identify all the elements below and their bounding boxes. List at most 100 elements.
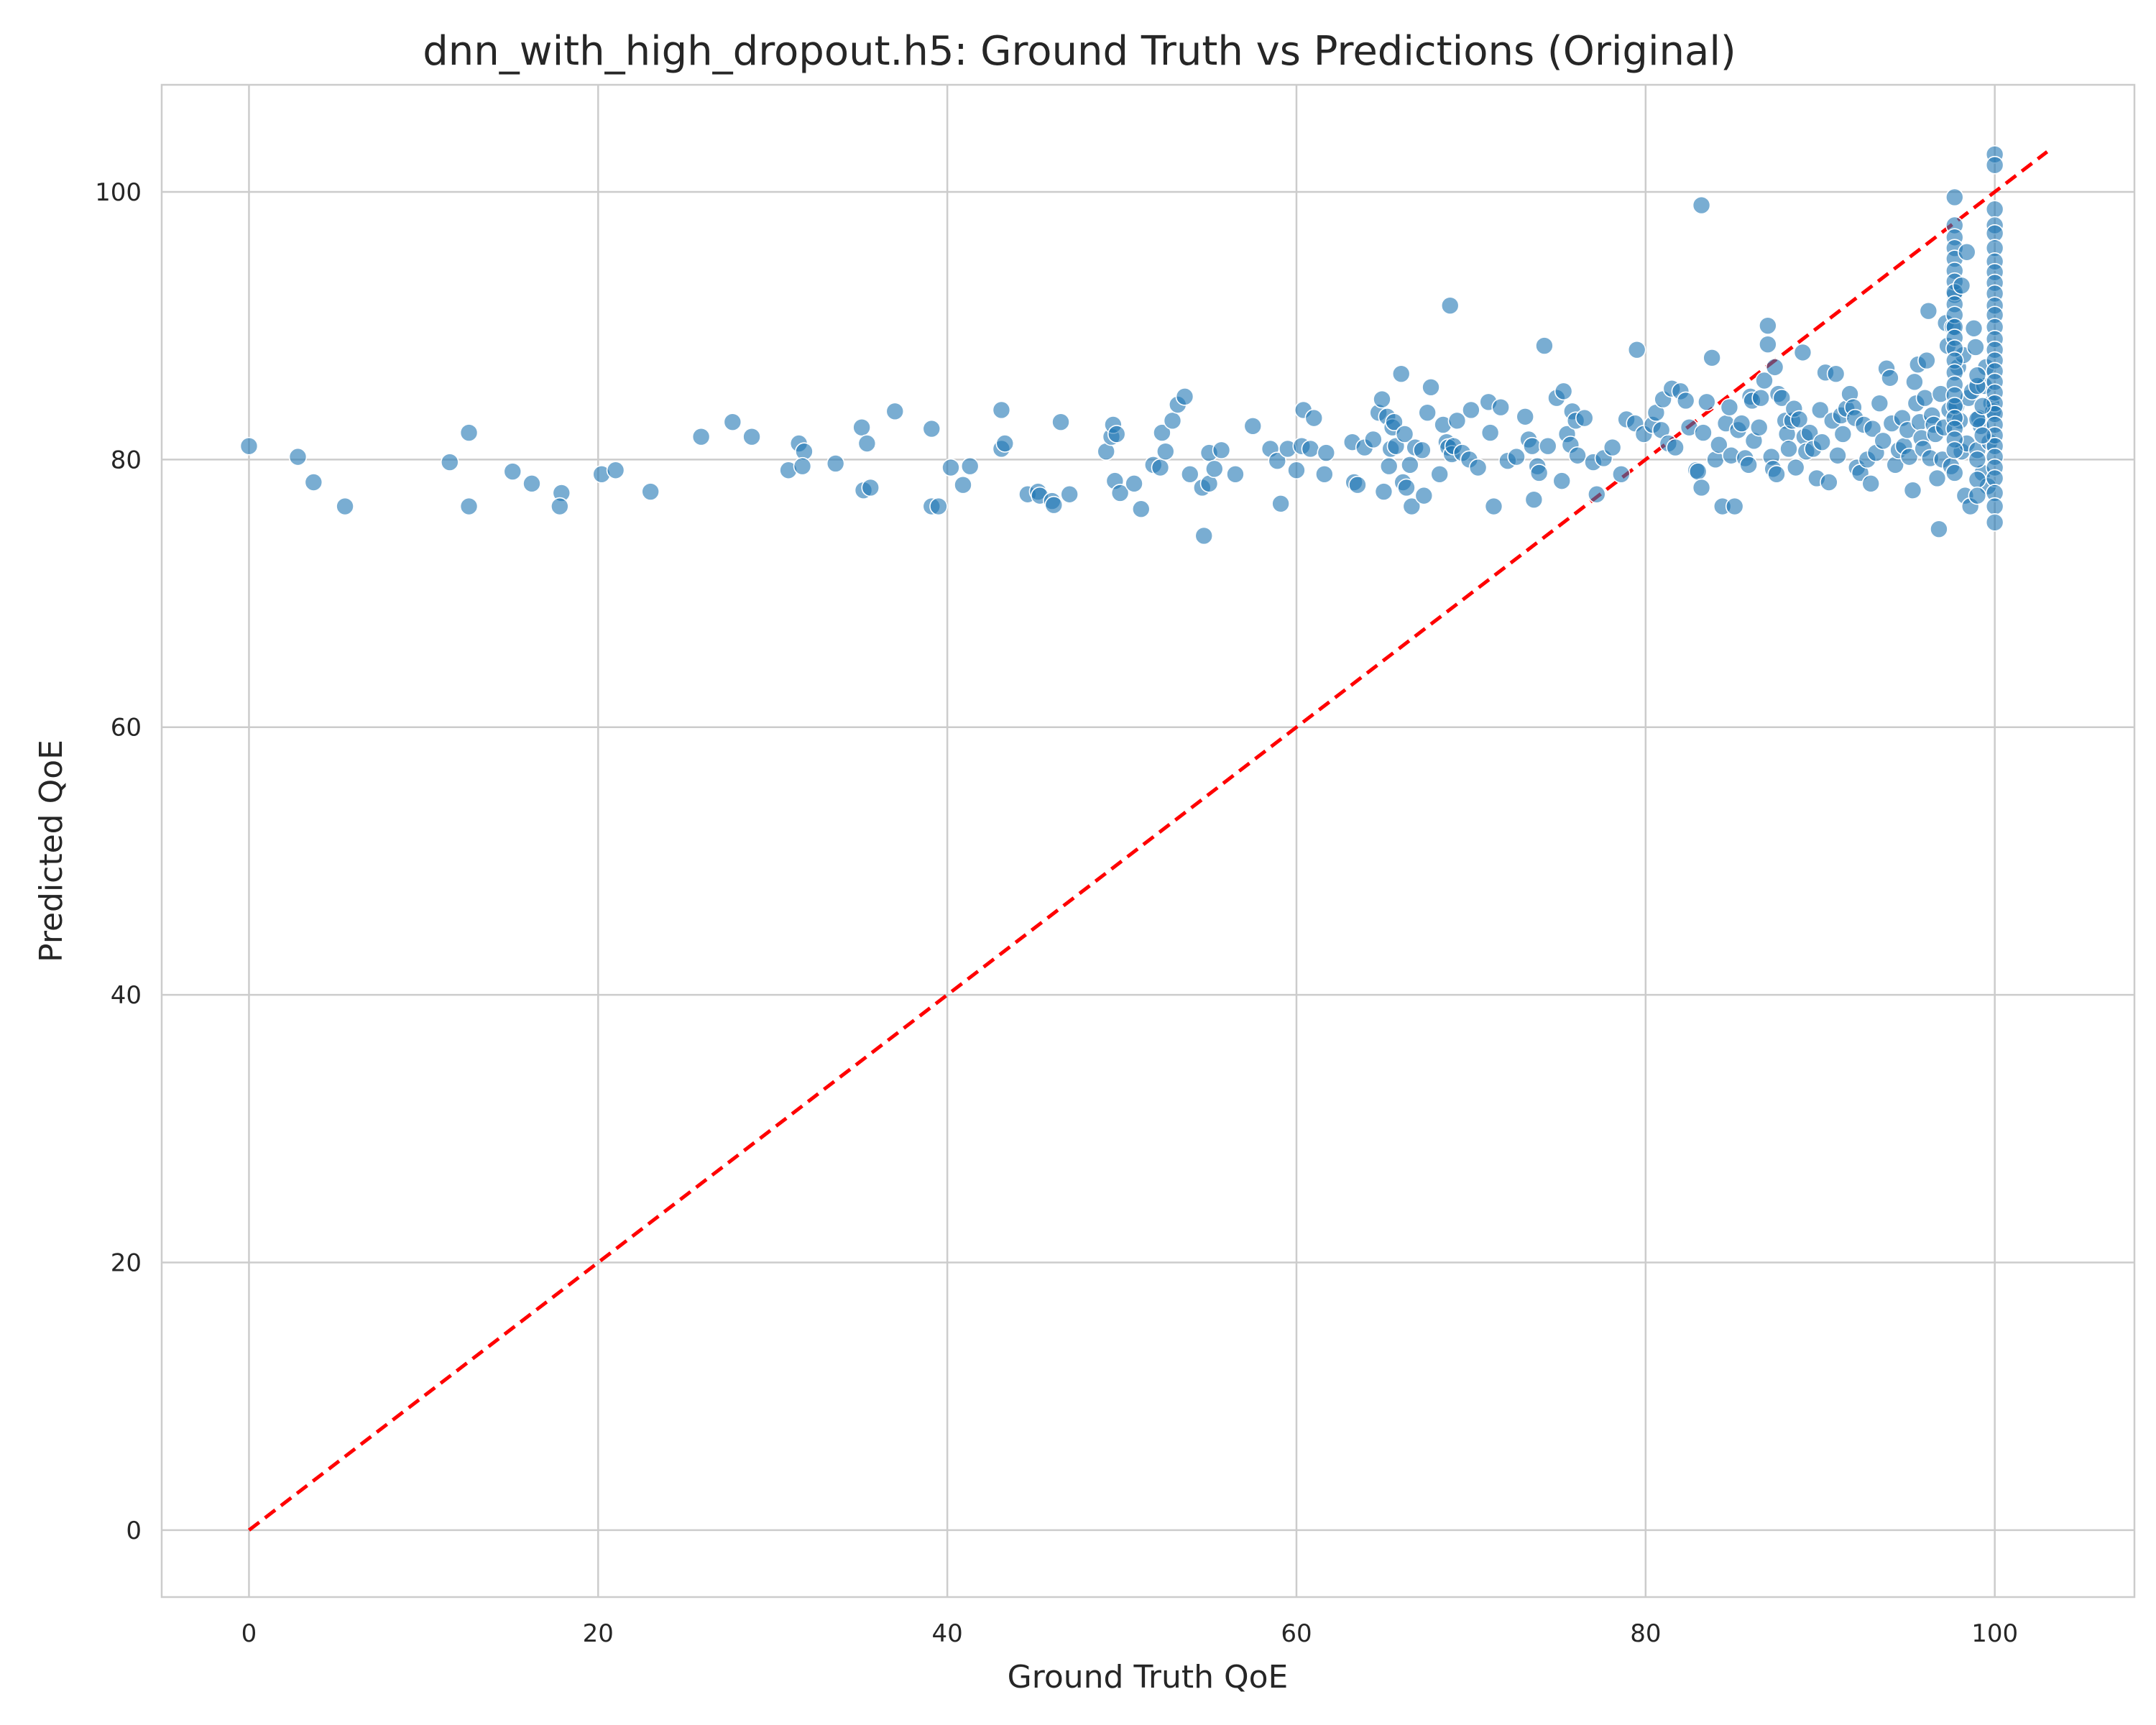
scatter-point (1575, 408, 1594, 428)
scatter-point (1507, 447, 1526, 466)
scatter-point (954, 475, 972, 494)
scatter-point (1413, 441, 1432, 460)
y-tick-label: 20 (111, 1249, 142, 1278)
identity-reference-line (247, 150, 2049, 1532)
x-tick-label: 20 (583, 1619, 614, 1648)
scatter-point (441, 453, 459, 472)
scatter-point (641, 482, 660, 501)
scatter-point (1919, 301, 1938, 321)
scatter-point (1676, 391, 1695, 410)
scatter-point (1212, 441, 1231, 460)
y-tick-label: 100 (95, 178, 142, 207)
scatter-point (885, 402, 905, 421)
scatter-point (1759, 316, 1777, 335)
scatter-point (1692, 478, 1711, 497)
scatter-point (1915, 388, 1935, 408)
data-points (239, 145, 2004, 546)
scatter-point (1422, 377, 1440, 397)
scatter-point (1287, 461, 1306, 480)
scatter-point (1968, 486, 1987, 505)
scatter-point (1973, 397, 1992, 415)
scatter-point (1820, 473, 1838, 492)
scatter-point (1414, 486, 1434, 505)
y-tick-label: 0 (126, 1517, 142, 1545)
scatter-point (1151, 458, 1170, 477)
scatter-point (1402, 497, 1422, 516)
scatter-point (1268, 451, 1287, 471)
scatter-point (1964, 319, 1984, 338)
scatter-point (1945, 188, 1964, 207)
scatter-point (1554, 382, 1573, 401)
scatter-point (1810, 400, 1830, 420)
scatter-point (1131, 500, 1151, 519)
scatter-point (1379, 456, 1399, 476)
scatter-point (1930, 520, 1948, 538)
scatter-point (1903, 481, 1922, 500)
scatter-point (1899, 447, 1919, 466)
scatter-point (1125, 474, 1143, 493)
scatter-point (503, 462, 522, 481)
scatter-point (1491, 397, 1510, 417)
scatter-point (1181, 465, 1199, 484)
scatter-point (1627, 340, 1646, 359)
scatter-point (922, 419, 941, 438)
x-tick-label: 100 (1971, 1619, 2018, 1648)
scatter-point (1786, 458, 1805, 477)
scatter-point (1588, 484, 1606, 504)
reference-line-layer (247, 150, 2049, 1532)
scatter-point (1044, 495, 1064, 515)
scatter-point (941, 458, 960, 477)
scatter-point (1945, 464, 1964, 482)
scatter-point (1523, 436, 1542, 456)
scatter-point (1163, 411, 1182, 431)
plot-frame (160, 83, 2136, 1598)
scatter-point (1779, 439, 1798, 459)
scatter-point (1720, 397, 1739, 417)
scatter-point (1666, 438, 1685, 457)
scatter-point (1315, 465, 1334, 484)
scatter-point (1985, 497, 2004, 516)
scatter-point (1385, 413, 1404, 432)
x-tick-label: 80 (1630, 1619, 1661, 1648)
scatter-point (1966, 338, 1985, 356)
scatter-point (1812, 433, 1831, 451)
scatter-point (1755, 371, 1774, 390)
scatter-point (857, 434, 877, 453)
scatter-point (288, 447, 308, 466)
scatter-point (1828, 446, 1847, 465)
y-tick-label: 40 (111, 981, 142, 1010)
scatter-point (742, 427, 761, 446)
scatter-point (1156, 442, 1175, 461)
scatter-point (1694, 423, 1713, 442)
scatter-point (1060, 484, 1079, 504)
scatter-point (459, 497, 479, 516)
scatter-point (1317, 443, 1336, 462)
scatter-point (1985, 513, 2004, 532)
scatter-point (1985, 155, 2004, 175)
scatter-point (1462, 400, 1480, 420)
scatter-point (995, 434, 1015, 453)
scatter-point (1725, 497, 1744, 516)
scatter-point (1524, 490, 1544, 510)
scatter-point (1107, 425, 1126, 443)
scatter-point (1348, 475, 1367, 494)
scatter-point (1480, 423, 1500, 442)
scatter-point (1468, 458, 1488, 477)
scatter-point (1692, 196, 1711, 215)
scatter-point (1870, 394, 1889, 413)
scatter-point (1789, 410, 1809, 429)
scatter-point (1697, 392, 1716, 412)
scatter-point (606, 461, 625, 480)
scatter-point (1968, 366, 1987, 385)
scatter-point (1703, 349, 1721, 367)
scatter-point (459, 423, 479, 442)
scatter-point (1447, 411, 1467, 431)
scatter-point (1917, 351, 1936, 370)
scatter-point (1430, 465, 1449, 484)
scatter-point (1833, 425, 1853, 443)
scatter-point (1957, 242, 1976, 262)
scatter-point (550, 497, 569, 516)
scatter-point (1304, 408, 1324, 428)
